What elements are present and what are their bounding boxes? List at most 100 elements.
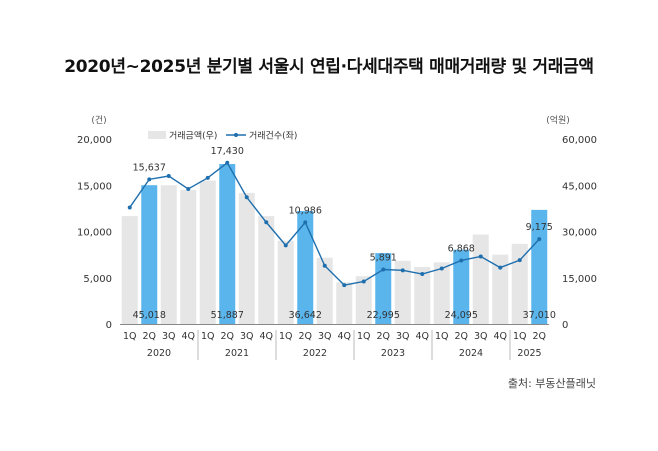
line-point bbox=[342, 283, 347, 288]
quarter-label: 2Q bbox=[376, 331, 390, 342]
line-point bbox=[283, 243, 288, 248]
bar-highlight bbox=[531, 209, 548, 324]
quarter-label: 4Q bbox=[181, 331, 195, 342]
page-title: 2020년~2025년 분기별 서울시 연립·다세대주택 매매거래량 및 거래금… bbox=[64, 57, 594, 77]
line-point bbox=[361, 279, 366, 284]
left-tick-label: 5,000 bbox=[83, 274, 112, 285]
legend-bar-swatch bbox=[148, 131, 166, 139]
right-tick-label: 60,000 bbox=[562, 135, 597, 146]
year-label: 2024 bbox=[459, 348, 483, 359]
line-point bbox=[264, 220, 269, 225]
bar-highlight bbox=[141, 185, 158, 324]
bar bbox=[511, 243, 528, 324]
line-point bbox=[147, 177, 152, 182]
left-tick-label: 15,000 bbox=[77, 181, 112, 192]
quarter-label: 3Q bbox=[474, 331, 488, 342]
line-point bbox=[400, 268, 405, 273]
bar bbox=[238, 192, 255, 324]
quarter-label: 1Q bbox=[201, 331, 215, 342]
year-label: 2021 bbox=[225, 348, 249, 359]
year-label: 2020 bbox=[147, 348, 171, 359]
line-value-label: 5,891 bbox=[370, 253, 397, 264]
quarter-label: 2Q bbox=[220, 331, 234, 342]
line-point bbox=[517, 258, 522, 263]
quarter-label: 1Q bbox=[279, 331, 293, 342]
quarter-label: 3Q bbox=[162, 331, 176, 342]
quarter-label: 2Q bbox=[298, 331, 312, 342]
legend-line-marker bbox=[234, 133, 238, 137]
bar bbox=[433, 262, 450, 324]
quarter-label: 1Q bbox=[123, 331, 137, 342]
left-tick-label: 10,000 bbox=[77, 228, 112, 239]
line-point bbox=[205, 175, 210, 180]
quarter-label: 1Q bbox=[435, 331, 449, 342]
line-value-label: 10,986 bbox=[289, 205, 322, 216]
quarter-label: 4Q bbox=[415, 331, 429, 342]
quarter-label: 3Q bbox=[240, 331, 254, 342]
right-axis-unit: (억원) bbox=[546, 114, 570, 126]
bar bbox=[355, 276, 372, 324]
bar bbox=[414, 266, 431, 324]
quarter-label: 2Q bbox=[454, 331, 468, 342]
line-point bbox=[225, 160, 230, 165]
line-point bbox=[439, 266, 444, 271]
bar-highlight bbox=[453, 249, 470, 324]
year-label: 2022 bbox=[303, 348, 327, 359]
quarter-label: 2Q bbox=[532, 331, 546, 342]
left-tick-label: 20,000 bbox=[77, 135, 112, 146]
line-value-label: 6,868 bbox=[448, 243, 475, 254]
line-value-label: 15,637 bbox=[133, 162, 166, 173]
line-series-count bbox=[129, 161, 540, 286]
quarter-label: 3Q bbox=[396, 331, 410, 342]
bar bbox=[160, 185, 177, 324]
line-point bbox=[244, 195, 249, 200]
bar-value-label: 51,887 bbox=[211, 310, 244, 321]
quarter-label: 1Q bbox=[513, 331, 527, 342]
line-point bbox=[303, 220, 308, 225]
line-point bbox=[537, 237, 542, 242]
bar bbox=[316, 257, 333, 324]
line-point bbox=[478, 254, 483, 259]
legend-bar-label: 거래금액(우) bbox=[169, 130, 217, 142]
source-note: 출처: 부동산플래닛 bbox=[507, 377, 596, 390]
bar-value-label: 45,018 bbox=[133, 310, 166, 321]
quarter-label: 3Q bbox=[318, 331, 332, 342]
bar-highlight bbox=[375, 253, 392, 324]
line-point bbox=[459, 258, 464, 263]
bar-highlight bbox=[219, 164, 236, 324]
right-tick-label: 15,000 bbox=[562, 274, 597, 285]
line-point bbox=[186, 186, 191, 191]
quarter-label: 4Q bbox=[337, 331, 351, 342]
line-value-label: 17,430 bbox=[211, 146, 244, 157]
bar bbox=[121, 216, 138, 324]
line-value-label: 9,175 bbox=[526, 222, 553, 233]
quarter-label: 4Q bbox=[259, 331, 273, 342]
bar-value-label: 22,995 bbox=[367, 310, 400, 321]
line-point bbox=[166, 174, 171, 178]
line-point bbox=[127, 205, 132, 210]
quarter-label: 4Q bbox=[493, 331, 507, 342]
line-point bbox=[322, 263, 327, 268]
line-point bbox=[420, 272, 425, 277]
bar-value-label: 37,010 bbox=[523, 310, 556, 321]
bar bbox=[492, 254, 509, 324]
bar bbox=[277, 240, 294, 324]
left-tick-label: 0 bbox=[106, 320, 112, 331]
left-axis-unit: (건) bbox=[91, 115, 106, 126]
bar-value-label: 24,095 bbox=[445, 310, 478, 321]
quarter-label: 2Q bbox=[142, 331, 156, 342]
right-tick-label: 45,000 bbox=[562, 181, 597, 192]
bar-highlight bbox=[297, 211, 314, 324]
bar bbox=[199, 180, 216, 324]
year-label: 2025 bbox=[517, 348, 541, 359]
quarter-label: 1Q bbox=[357, 331, 371, 342]
line-point bbox=[498, 265, 503, 270]
year-label: 2023 bbox=[381, 348, 405, 359]
bar-value-label: 36,642 bbox=[289, 310, 322, 321]
right-tick-label: 0 bbox=[562, 320, 568, 331]
legend-line-label: 거래건수(좌) bbox=[249, 131, 297, 142]
line-point bbox=[381, 267, 386, 272]
right-tick-label: 30,000 bbox=[562, 228, 597, 239]
bar bbox=[394, 260, 411, 324]
